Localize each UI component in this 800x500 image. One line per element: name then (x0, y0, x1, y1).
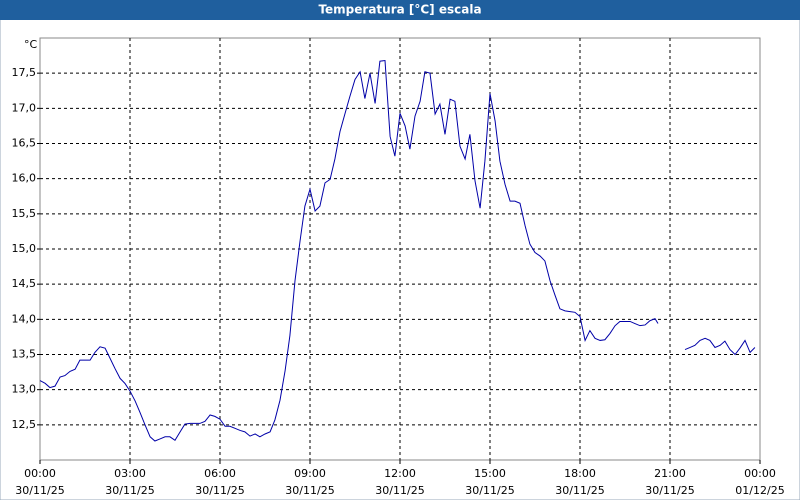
x-tick-label: 09:00 (294, 467, 326, 480)
y-tick-label: 12,5 (12, 418, 37, 431)
y-tick-label: 13,5 (12, 348, 37, 361)
title-bar (0, 0, 800, 20)
x-tick-label: 21:00 (654, 467, 686, 480)
y-tick-label: 15,5 (12, 207, 37, 220)
x-tick-date: 30/11/25 (375, 484, 424, 497)
x-tick-label: 03:00 (114, 467, 146, 480)
x-tick-label: 12:00 (384, 467, 416, 480)
x-tick-date: 30/11/25 (645, 484, 694, 497)
x-tick-date: 30/11/25 (105, 484, 154, 497)
y-tick-label: 15,0 (12, 242, 37, 255)
x-tick-label: 00:00 (744, 467, 776, 480)
y-tick-label: 16,5 (12, 137, 37, 150)
y-tick-label: 14,0 (12, 312, 37, 325)
x-tick-date: 30/11/25 (465, 484, 514, 497)
x-tick-label: 00:00 (24, 467, 56, 480)
x-tick-date: 30/11/25 (15, 484, 64, 497)
x-tick-date: 30/11/25 (195, 484, 244, 497)
y-tick-label: 17,5 (12, 66, 37, 79)
y-tick-label: 13,0 (12, 383, 37, 396)
y-tick-label: 16,0 (12, 172, 37, 185)
y-tick-label: 14,5 (12, 277, 37, 290)
data-line (39, 59, 756, 442)
y-tick-label: 17,0 (12, 101, 37, 114)
chart-title: Temperatura [°C] escala (318, 3, 481, 17)
x-tick-label: 06:00 (204, 467, 236, 480)
x-tick-date: 30/11/25 (285, 484, 334, 497)
x-tick-label: 15:00 (474, 467, 506, 480)
x-tick-date: 01/12/25 (735, 484, 784, 497)
x-tick-date: 30/11/25 (555, 484, 604, 497)
y-unit: °C (24, 38, 38, 51)
x-tick-label: 18:00 (564, 467, 596, 480)
